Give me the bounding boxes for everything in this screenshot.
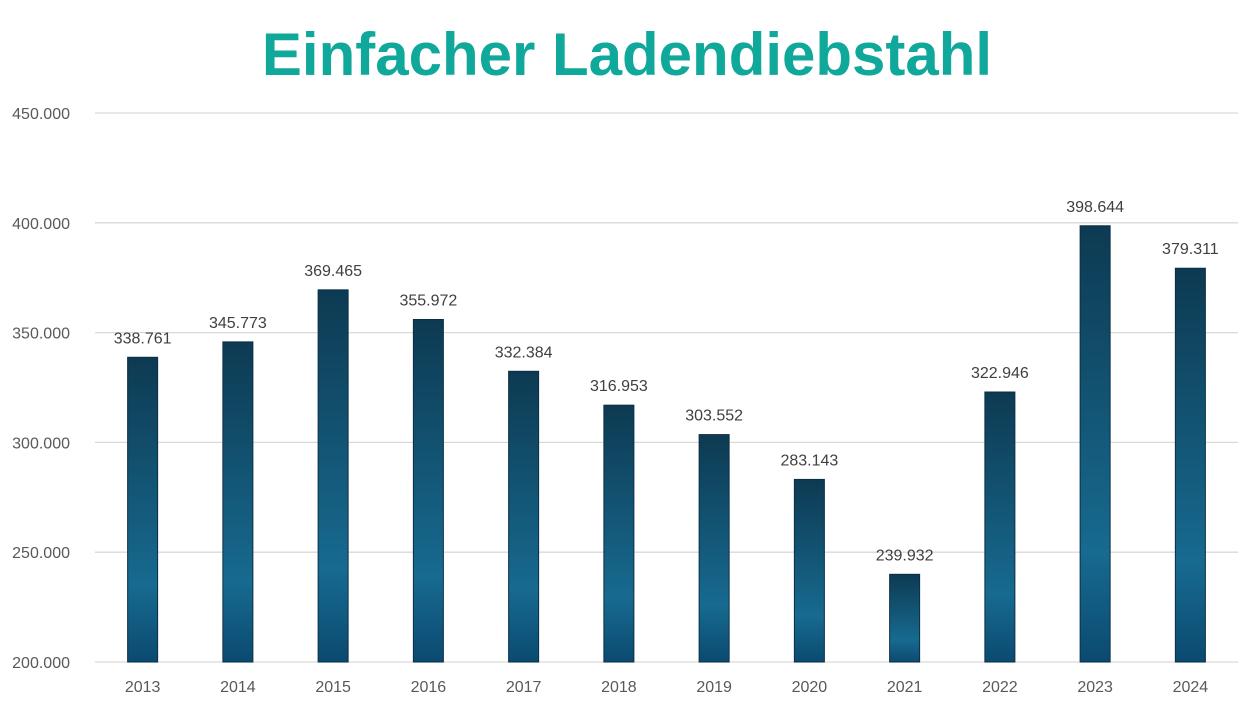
data-label-2014: 345.773 [209,315,267,332]
data-label-2021: 239.932 [876,547,934,564]
data-label-2018: 316.953 [590,378,648,395]
data-label-2015: 369.465 [304,263,362,280]
bar-2016 [412,318,444,663]
bar-2021 [889,573,921,663]
x-tick-label-2020: 2020 [792,679,828,696]
x-tick-label-2017: 2017 [506,679,542,696]
y-tick-label: 400.000 [12,216,70,233]
x-tick-label-2022: 2022 [982,679,1018,696]
data-labels: 338.761 345.773 369.465 355.972 332.384 316.9… [114,199,1219,565]
x-tick-label-2016: 2016 [411,679,447,696]
x-tick-label-2018: 2018 [601,679,637,696]
bar-2024 [1174,267,1206,663]
data-label-2023: 398.644 [1066,199,1124,216]
y-tick-label: 250.000 [12,545,70,562]
data-label-2017: 332.384 [495,344,553,361]
y-tick-label: 450.000 [12,106,70,123]
bar-2015 [317,289,349,663]
bar-2019 [698,434,730,663]
data-label-2019: 303.552 [685,408,743,425]
y-tick-label: 350.000 [12,326,70,343]
bar-2013 [127,356,159,663]
data-label-2022: 322.946 [971,365,1029,382]
x-tick-label-2014: 2014 [220,679,256,696]
x-tick-label-2023: 2023 [1077,679,1113,696]
x-tick-label-2024: 2024 [1173,679,1209,696]
data-label-2020: 283.143 [780,452,838,469]
x-axis-tick-labels: 2013 2014 2015 2016 2017 2018 2019 2020 2021 2022… [125,679,1208,696]
y-tick-label: 300.000 [12,435,70,452]
data-label-2024: 379.311 [1162,241,1219,258]
bar-2020 [793,478,825,663]
bar-2017 [508,370,540,663]
y-tick-label: 200.000 [12,655,70,672]
data-label-2016: 355.972 [399,292,457,309]
bar-2023 [1079,225,1111,663]
gridlines [95,112,1238,663]
bar-2018 [603,404,635,663]
x-tick-label-2015: 2015 [315,679,351,696]
bar-2014 [222,341,254,663]
x-tick-label-2019: 2019 [696,679,732,696]
chart-title: Einfacher Ladendiebstahl [262,21,992,88]
x-tick-label-2021: 2021 [887,679,923,696]
x-tick-label-2013: 2013 [125,679,161,696]
bar-2022 [984,391,1016,663]
data-label-2013: 338.761 [114,330,172,347]
y-axis-tick-labels: 200.000 250.000 300.000 350.000 400.000 450.0… [12,106,70,672]
bars [127,225,1206,663]
